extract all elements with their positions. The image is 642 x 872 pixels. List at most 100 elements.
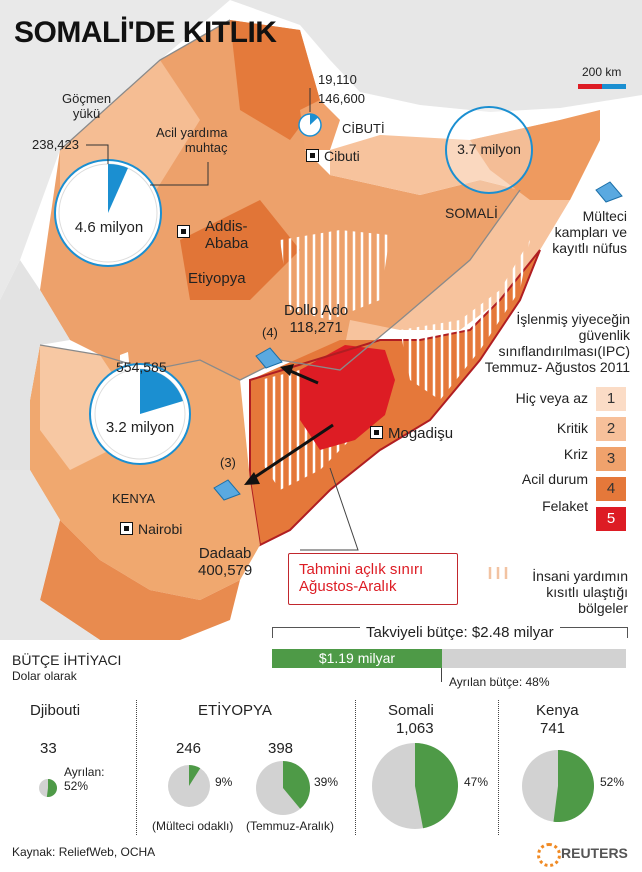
south-somalia-region <box>250 250 540 545</box>
scale-bar-left <box>578 84 602 89</box>
famine-zone <box>300 345 395 450</box>
legend-hatch-swatch <box>484 567 510 579</box>
city-marker-icon <box>120 522 133 535</box>
hatch-legend-label: İnsani yardımın kısıtlı ulaştığı bölgele… <box>532 568 628 617</box>
kenya-refugee-slice <box>140 369 183 414</box>
ipc-legend-swatch: 4 <box>596 477 626 501</box>
somalia-budget-pie <box>372 743 458 829</box>
ethiopia-b-pie-allocated-slice <box>283 761 310 809</box>
divider-2 <box>355 700 356 835</box>
kenya-budget-value: 741 <box>540 720 566 737</box>
kenya-refugee-value: 554,585 <box>116 359 167 375</box>
djibouti-city-name: Cibuti <box>324 148 360 164</box>
dadaab-number: (3) <box>220 455 236 470</box>
dollo-ado-label: Dollo Ado 118,271 <box>284 302 349 337</box>
somalia-need-value: 3.7 milyon <box>457 141 521 157</box>
arrow-to-dollo-ado <box>287 368 319 385</box>
ethiopia-refugee-slice <box>108 163 128 213</box>
ethiopia-budget-pie-a <box>168 765 210 807</box>
ethiopia-budget-value-a: 246 <box>176 740 202 757</box>
djibouti-country-label: CİBUTİ <box>342 121 385 136</box>
ethiopia-budget-name: ETİYOPYA <box>198 702 272 719</box>
arrow-to-dadaab <box>251 423 334 481</box>
source-label: Kaynak: ReliefWeb, OCHA <box>12 845 156 859</box>
yemen-landmass <box>230 0 642 112</box>
budget-allocated-fill: $1.19 milyar <box>272 649 442 668</box>
ipc-legend-label: Kriz <box>563 446 588 462</box>
brand-label: REUTERS <box>561 845 628 861</box>
addis-ababa-name: Addis- Ababa <box>205 218 249 253</box>
ethiopia-budget-pct-a: 9% <box>215 775 233 789</box>
reuters-logo-icon <box>537 843 561 867</box>
map-pies <box>54 88 623 579</box>
budget-allocated-note: Ayrılan bütçe: 48% <box>449 675 550 689</box>
camp-legend-label: Mülteci kampları ve kayıtlı nüfus <box>552 208 627 257</box>
ethiopia-country-label: Etiyopya <box>188 270 246 287</box>
mogadishu-name: Mogadişu <box>388 425 454 442</box>
djibouti-budget-pct: Ayrılan: 52% <box>64 765 105 793</box>
djibouti-refugee-value: 19,110 <box>318 72 357 87</box>
budget-total-label: Takviyeli bütçe: $2.48 milyar <box>360 624 560 642</box>
kenya-budget-pie <box>522 750 594 822</box>
restricted-hatch-ogaden <box>280 230 390 320</box>
ethiopia-budget-note-a: (Mülteci odaklı) <box>152 819 234 833</box>
budget-bar: $1.19 milyar <box>272 649 626 668</box>
budget-note-tick <box>441 668 442 682</box>
somalia-pie-allocated-slice <box>415 743 458 829</box>
somalia-budget-pct: 47% <box>464 775 489 789</box>
ipc-legend-label: Felaket <box>542 498 588 514</box>
scale-bar-right <box>602 84 626 89</box>
dadaab-camp-icon <box>213 479 241 501</box>
restricted-hatch-coast <box>400 240 530 400</box>
ethiopia-need-leader <box>150 162 209 186</box>
ethiopia-need-value: 4.6 milyon <box>74 219 144 236</box>
kenya-budget-name: Kenya <box>536 702 579 719</box>
uganda-landmass <box>0 260 70 470</box>
city-marker-icon <box>306 149 319 162</box>
famine-box-pointer <box>300 467 359 551</box>
country-borders <box>39 19 521 381</box>
kenya-need-value: 3.2 milyon <box>105 419 175 436</box>
djibouti-need-value: 146,600 <box>318 91 365 106</box>
tanzania-landmass <box>0 470 100 640</box>
map-graphic <box>0 0 642 640</box>
budget-subtitle: Dolar olarak <box>12 669 77 683</box>
famine-box: Tahmini açlık sınırı Ağustos-Aralık <box>288 553 458 605</box>
scale-label: 200 km <box>582 65 622 79</box>
divider-1 <box>136 700 137 835</box>
ethiopia-budget-value-b: 398 <box>268 740 294 757</box>
legend-camp-icon <box>595 181 623 203</box>
ethiopia-afar <box>230 20 320 140</box>
ethiopia-a-pie-allocated-slice <box>189 765 201 786</box>
nairobi-label: Nairobi <box>120 521 182 537</box>
page-title: SOMALİ'DE KITLIK <box>14 16 277 49</box>
djibouti-budget-name: Djibouti <box>30 702 81 719</box>
ethiopia-refugee-leader <box>86 144 109 164</box>
somalia-budget-name: Somali <box>388 702 434 719</box>
addis-ababa-label <box>177 224 195 241</box>
kenya-country-label: KENYA <box>112 491 156 506</box>
djibouti-budget-pie <box>39 779 57 797</box>
ethiopia-refugee-label: Göçmen yükü <box>62 91 112 121</box>
arrow-head-dollo <box>280 364 294 376</box>
djibouti-pie-allocated-slice <box>46 779 57 797</box>
ipc-legend-label: Hiç veya az <box>515 390 588 406</box>
ipc-legend-swatch: 5 <box>596 507 626 531</box>
djibouti-city-label: Cibuti <box>306 148 360 164</box>
ethiopia-central <box>180 200 300 300</box>
dollo-ado-camp-icon <box>255 347 283 369</box>
djibouti-budget-value: 33 <box>40 740 57 757</box>
arrow-head-dadaab <box>244 472 260 485</box>
mogadishu-label: Mogadişu <box>370 425 453 442</box>
ethiopia-need-label: Acil yardıma muhtaç <box>156 125 228 155</box>
kenya-budget-pct: 52% <box>600 775 625 789</box>
ipc-legend-swatch: 1 <box>596 387 626 411</box>
ipc-legend-swatch: 2 <box>596 417 626 441</box>
somalia-budget-value: 1,063 <box>396 720 434 737</box>
ethiopia-budget-pct-b: 39% <box>314 775 339 789</box>
kenya-pie-allocated-slice <box>553 750 594 822</box>
ipc-legend-swatch: 3 <box>596 447 626 471</box>
city-marker-icon <box>370 426 383 439</box>
ethiopia-refugee-value: 238,423 <box>32 137 79 152</box>
divider-3 <box>498 700 499 835</box>
